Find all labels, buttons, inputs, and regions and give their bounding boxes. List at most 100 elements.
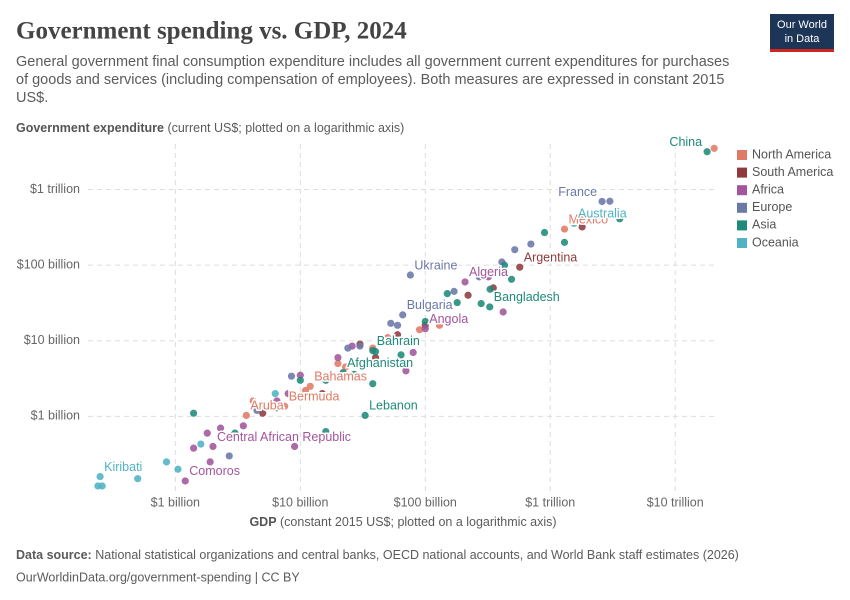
subtitle: US$. [16, 90, 48, 106]
x-tick-label: $100 billion [394, 495, 457, 509]
data-point [384, 334, 392, 342]
data-point [350, 370, 358, 378]
legend-swatch [737, 202, 747, 213]
data-point [397, 351, 405, 359]
footer-url[interactable]: OurWorldinData.org/government-spending |… [16, 570, 300, 584]
subtitle: General government final consumption exp… [16, 54, 729, 70]
data-point [450, 287, 458, 295]
data-point [570, 219, 578, 227]
x-axis-note: (constant 2015 US$; plotted on a logarit… [280, 515, 557, 529]
data-point [301, 386, 310, 395]
data-point [334, 359, 342, 368]
y-axis-note: (current US$; plotted on a logarithmic a… [167, 121, 404, 135]
legend-label: North America [752, 147, 831, 161]
point-label: Bulgaria [407, 298, 453, 312]
x-axis-title: GDP [249, 515, 276, 529]
data-point [421, 317, 429, 326]
data-point [598, 197, 606, 206]
footer-source: Data source: National statistical organi… [16, 548, 739, 562]
data-point [209, 442, 217, 451]
data-point [273, 397, 281, 405]
subtitle: of goods and services (including compens… [16, 72, 725, 88]
data-point [344, 344, 352, 352]
data-point [271, 390, 279, 398]
data-point [616, 215, 624, 223]
data-point [453, 298, 461, 307]
data-point [489, 268, 497, 277]
data-point [253, 406, 261, 414]
point-label: China [669, 135, 702, 149]
data-point [496, 268, 505, 277]
data-point [341, 363, 350, 371]
data-point [399, 311, 407, 319]
data-point [461, 278, 469, 286]
data-point [361, 411, 369, 420]
legend-swatch [737, 220, 747, 231]
point-label: Mexico [568, 212, 608, 226]
data-point [134, 475, 142, 483]
data-point [560, 238, 569, 246]
point-label: Central African Republic [217, 430, 351, 444]
data-point [174, 465, 182, 473]
legend-label: Africa [752, 182, 784, 196]
point-label: Australia [578, 207, 627, 221]
legend-label: Asia [752, 218, 776, 232]
source-text: National statistical organizations and c… [95, 548, 739, 562]
data-point [606, 197, 614, 205]
data-point [190, 444, 198, 452]
data-point [486, 285, 494, 293]
legend-swatch [737, 150, 747, 160]
legend-label: South America [752, 165, 833, 179]
source-label: Data source: [16, 548, 92, 562]
data-point [387, 319, 395, 327]
data-point [527, 240, 535, 248]
x-tick-label: $10 billion [272, 495, 328, 509]
point-label: Algeria [469, 265, 508, 279]
data-point [703, 148, 711, 156]
y-tick-label: $1 trillion [30, 182, 80, 196]
data-point [486, 303, 494, 311]
data-point [318, 390, 326, 398]
data-point [710, 144, 718, 152]
point-label: Aruba [250, 399, 283, 413]
point-label: Bahamas [314, 370, 367, 384]
logo-text: in Data [785, 33, 821, 45]
data-point [484, 273, 493, 281]
point-label: Lebanon [369, 399, 418, 413]
data-point [409, 348, 417, 357]
data-point [406, 271, 414, 279]
data-point [98, 482, 106, 490]
data-point [296, 376, 304, 384]
data-point [415, 326, 424, 334]
data-point [281, 402, 289, 410]
point-label: Afghanistan [347, 356, 413, 370]
data-point [284, 390, 292, 398]
data-point [393, 321, 402, 329]
data-point [586, 213, 595, 221]
logo-bar [770, 49, 834, 52]
point-label: Bermuda [289, 390, 340, 404]
data-point [231, 429, 239, 437]
data-point [296, 371, 304, 379]
data-point [190, 409, 198, 417]
x-tick-label: $1 billion [151, 495, 200, 509]
data-point [507, 275, 516, 283]
data-point [369, 380, 377, 388]
data-point [181, 477, 189, 485]
logo[interactable] [770, 14, 834, 52]
x-axis-label: GDP (constant 2015 US$; plotted on a log… [249, 515, 556, 529]
data-point [239, 422, 247, 430]
y-tick-label: $100 billion [17, 257, 80, 271]
data-point [249, 397, 257, 405]
data-point [475, 273, 483, 281]
data-point [339, 368, 347, 377]
data-point [242, 411, 250, 420]
x-tick-label: $10 trillion [647, 495, 704, 509]
point-label: Kiribati [104, 460, 142, 474]
y-axis-label: Government expenditure (current US$; plo… [16, 121, 404, 135]
point-label: Comoros [189, 464, 240, 478]
chart-title: Government spending vs. GDP, 2024 [16, 18, 407, 45]
y-axis-title: Government expenditure [16, 121, 164, 135]
data-point [206, 458, 214, 466]
